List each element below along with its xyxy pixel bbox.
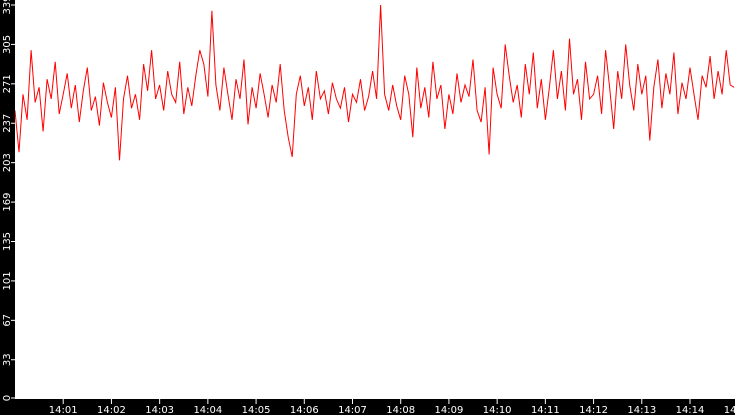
series-group	[14, 4, 735, 161]
x-tick-label: 14:04	[193, 405, 222, 415]
x-tick-label: 14:06	[290, 405, 319, 415]
x-tick-label: 14:07	[338, 405, 367, 415]
x-tick-label: 14:03	[145, 405, 174, 415]
x-tick-label: 14:01	[49, 405, 78, 415]
y-tick-label: 101	[2, 271, 13, 290]
x-tick-label: 14:05	[242, 405, 271, 415]
y-axis: 0 33 67 101 135 169 203 237 271 305 339	[2, 0, 15, 401]
x-tick-label: 14:15	[724, 405, 735, 415]
x-tick-label: 14:02	[97, 405, 126, 415]
y-tick-label: 0	[2, 395, 13, 401]
y-tick-label: 271	[2, 74, 13, 93]
y-tick-label: 135	[2, 232, 13, 251]
x-tick-label: 14:13	[627, 405, 656, 415]
series-line	[14, 4, 735, 161]
y-tick-label: 339	[2, 0, 13, 15]
y-tick-label: 169	[2, 193, 13, 212]
y-tick-label: 33	[2, 353, 13, 366]
x-axis-strip	[0, 399, 735, 415]
y-tick-label: 237	[2, 114, 13, 133]
x-tick-label: 14:10	[483, 405, 512, 415]
y-tick-label: 203	[2, 153, 13, 172]
x-tick-label: 14:08	[386, 405, 415, 415]
x-tick-label: 14:09	[435, 405, 464, 415]
x-tick-label: 14:11	[531, 405, 560, 415]
x-tick-label: 14:12	[579, 405, 608, 415]
y-tick-label: 305	[2, 35, 13, 54]
y-tick-label: 67	[2, 314, 13, 327]
y-axis-strip	[0, 0, 15, 415]
x-tick-label: 14:14	[676, 405, 705, 415]
x-axis: 14:01 14:02 14:03 14:04 14:05 14:06 14:07 14:08…	[49, 399, 735, 415]
